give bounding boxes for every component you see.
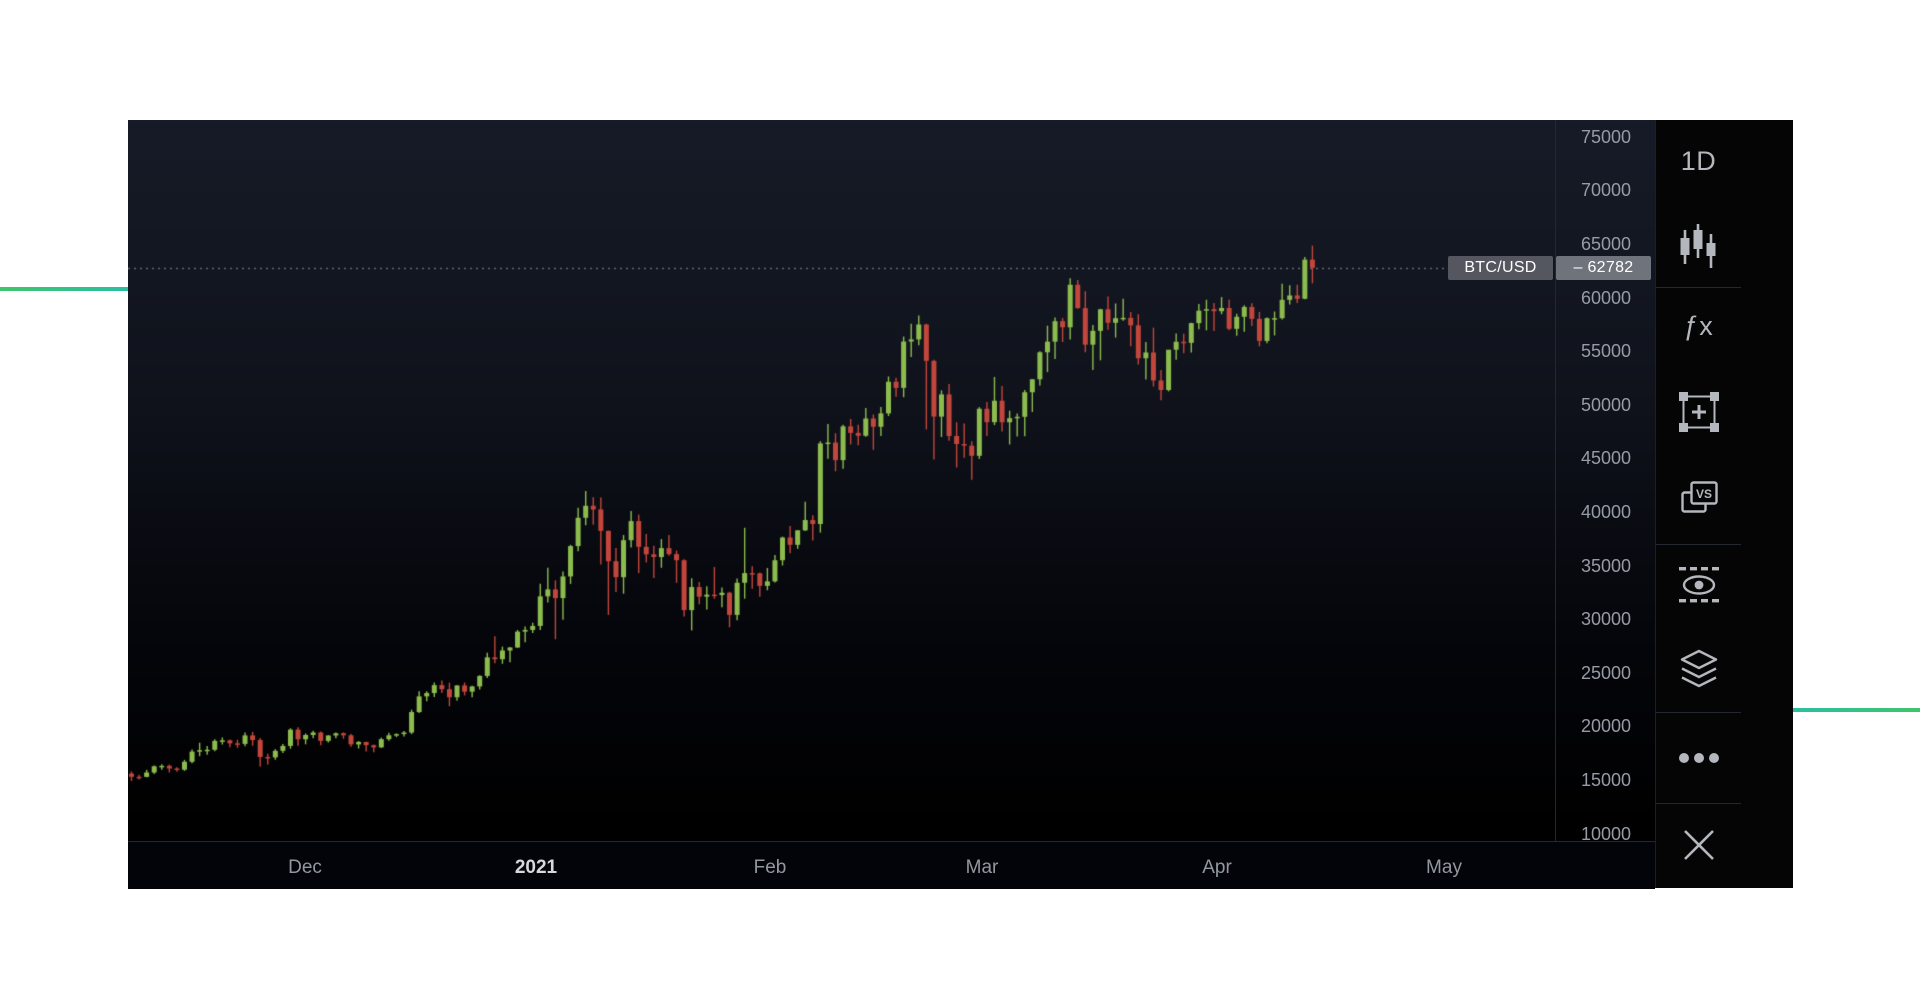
symbol-label: BTC/USD xyxy=(1464,259,1537,276)
price-tick-label: 35000 xyxy=(1580,555,1632,576)
price-tick-label: 45000 xyxy=(1580,448,1632,469)
time-scale-axis[interactable]: Dec 2021 Feb Mar Apr May xyxy=(128,841,1655,889)
price-tick-label: 20000 xyxy=(1580,716,1632,737)
sidebar-separator xyxy=(1656,544,1741,545)
price-tick-label: 60000 xyxy=(1580,287,1632,308)
price-tick-label: 70000 xyxy=(1580,180,1632,201)
close-button close-icon[interactable] xyxy=(1656,813,1741,877)
object-tree-button layers-icon[interactable] xyxy=(1656,639,1741,703)
price-tick-label: 25000 xyxy=(1580,662,1632,683)
left-accent-line xyxy=(0,287,128,291)
candlestick-chart-canvas[interactable] xyxy=(128,120,1655,841)
time-tick-label: Apr xyxy=(1202,857,1232,878)
symbol-price-tag: BTC/USD xyxy=(1448,256,1553,280)
time-tick-label: Mar xyxy=(965,857,999,878)
time-tick-label: 2021 xyxy=(514,857,558,878)
price-tick-label: 55000 xyxy=(1580,341,1632,362)
sidebar-toolbar: 1D ƒx VS xyxy=(1655,120,1793,888)
price-tick-label: 75000 xyxy=(1580,126,1632,147)
alerts-button frame-plus-icon[interactable] xyxy=(1656,380,1741,444)
time-tick-label: Feb xyxy=(753,857,787,878)
more-button dots-icon[interactable] xyxy=(1656,726,1741,790)
sidebar-separator xyxy=(1656,712,1741,713)
price-tick-label: 10000 xyxy=(1580,823,1632,841)
right-accent-line xyxy=(1792,708,1920,712)
last-price-label: – 62782 xyxy=(1556,256,1651,280)
time-tick-label: May xyxy=(1426,857,1462,878)
indicators-button[interactable]: ƒx xyxy=(1683,310,1714,341)
price-tick-label: 40000 xyxy=(1580,502,1632,522)
compare-button vs-icon[interactable]: VS xyxy=(1656,467,1741,531)
price-tick-label: 65000 xyxy=(1580,234,1632,254)
price-tick-label: 50000 xyxy=(1580,394,1632,415)
last-price-value: – 62782 xyxy=(1573,259,1634,276)
sidebar-separator xyxy=(1656,287,1741,288)
drawings-visibility-button eye-dashed-icon[interactable] xyxy=(1656,553,1741,617)
chart-type-button candles-icon[interactable] xyxy=(1656,214,1741,278)
price-tick-label: 30000 xyxy=(1580,609,1632,630)
interval-button[interactable]: 1D xyxy=(1680,145,1717,176)
price-tick-label: 15000 xyxy=(1580,770,1632,790)
sidebar-separator xyxy=(1656,803,1741,804)
chart-panel: 75000 70000 65000 60000 55000 50000 45000 40000… xyxy=(128,120,1793,889)
price-scale-axis[interactable]: 75000 70000 65000 60000 55000 50000 45000 40000… xyxy=(1555,120,1656,841)
time-tick-label: Dec xyxy=(288,857,322,878)
svg-text:VS: VS xyxy=(1695,487,1711,501)
